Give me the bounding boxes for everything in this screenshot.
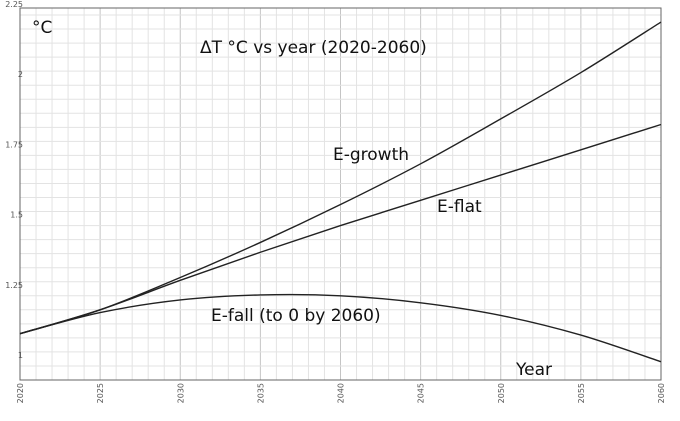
series-label-e-growth: E-growth [333,145,409,165]
tick-labels: 2020 2025 2030 2035 2040 2045 2050 2055 2060 1 1.2… [5,0,666,403]
x-tick-label: 2025 [96,383,105,403]
x-tick-label: 2020 [16,383,25,403]
x-tick-label: 2030 [176,383,185,403]
y-tick-label: 2 [18,70,23,79]
y-tick-label: 1 [18,351,23,360]
plot-frame [19,7,662,381]
series-label-e-flat: E-flat [437,197,482,217]
x-tick-label: 2045 [417,383,426,403]
x-tick-label: 2050 [497,383,506,403]
series-line-e-fall [19,293,662,363]
grid [19,7,662,381]
series-label-e-fall: E-fall (to 0 by 2060) [211,306,381,326]
y-tick-label: 1.75 [5,140,23,149]
series-lines [19,21,662,363]
x-tick-label: 2055 [577,383,586,403]
y-tick-label: 1.25 [5,281,23,290]
y-axis-label: °C [32,18,52,38]
series-line-e-flat [19,123,662,335]
x-tick-label: 2040 [337,383,346,403]
chart-title: ΔT °C vs year (2020-2060) [200,38,427,58]
x-axis-label: Year [515,360,552,380]
x-tick-label: 2060 [657,383,666,403]
x-tick-label: 2035 [256,383,265,403]
y-tick-label: 1.5 [10,211,23,220]
y-tick-label: 2.25 [5,0,23,9]
chart-labels: °C ΔT °C vs year (2020-2060) Year E-grow… [32,18,552,380]
